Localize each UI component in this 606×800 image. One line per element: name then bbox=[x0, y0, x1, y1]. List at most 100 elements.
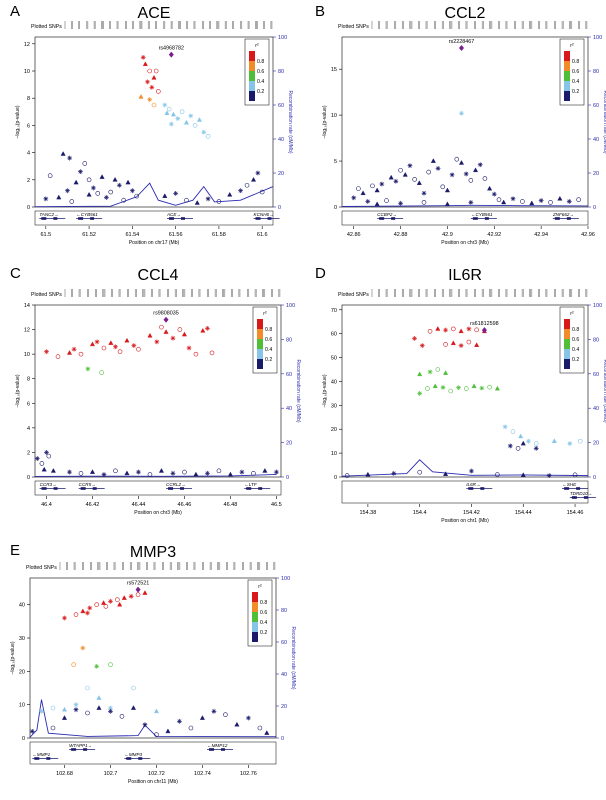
plotted-snps-rug bbox=[371, 21, 588, 29]
snp-point bbox=[251, 471, 256, 476]
gene-exon bbox=[484, 217, 489, 220]
x-tick-label: 154.46 bbox=[567, 510, 584, 516]
panel-letter: D bbox=[315, 265, 326, 282]
snp-point bbox=[85, 710, 90, 716]
snp-point bbox=[201, 129, 207, 135]
legend-title: r² bbox=[258, 584, 262, 590]
snp-point bbox=[99, 370, 104, 375]
x-tick-label: 46.44 bbox=[132, 502, 146, 508]
snp-point-stroke bbox=[479, 386, 484, 391]
snp-point bbox=[136, 469, 141, 475]
snp-point-stroke bbox=[567, 199, 572, 204]
y2-tick-label: 40 bbox=[593, 137, 599, 143]
snp-point bbox=[398, 167, 403, 173]
snp-point-stroke bbox=[450, 172, 455, 177]
snp-point-stroke bbox=[205, 326, 210, 331]
y-tick-label: 6 bbox=[27, 123, 30, 129]
snp-point bbox=[205, 196, 211, 202]
gene-label: ZNF662→ bbox=[552, 212, 574, 217]
snp-point bbox=[156, 89, 161, 94]
gene-exon bbox=[576, 487, 581, 490]
y-tick-label: 30 bbox=[19, 636, 25, 642]
snp-point bbox=[182, 469, 187, 475]
snp-point bbox=[145, 79, 150, 85]
x-tick-label: 46.42 bbox=[86, 502, 100, 508]
y-tick-label: 20 bbox=[331, 427, 337, 433]
y2-tick-label: 20 bbox=[593, 171, 599, 177]
legend-tick: 0.6 bbox=[257, 69, 264, 75]
snp-point bbox=[91, 185, 96, 191]
recombination-line bbox=[34, 473, 277, 477]
snp-point-stroke bbox=[130, 188, 135, 193]
snp-point-stroke bbox=[44, 450, 49, 455]
top-snp-marker bbox=[135, 586, 141, 593]
gene-label: CCBP2→ bbox=[377, 212, 397, 217]
snp-point bbox=[103, 604, 109, 609]
legend-tick: 0.4 bbox=[572, 79, 579, 85]
snp-point-stroke bbox=[173, 191, 178, 196]
snp-point bbox=[43, 196, 49, 202]
x-tick-label: 61.56 bbox=[169, 232, 183, 238]
snp-point bbox=[94, 663, 100, 669]
snp-point bbox=[199, 715, 205, 720]
snp-point-stroke bbox=[44, 349, 49, 354]
y2-tick-label: 100 bbox=[278, 35, 287, 41]
snp-point-stroke bbox=[408, 163, 412, 168]
legend-swatch bbox=[249, 51, 255, 61]
snp-point bbox=[131, 685, 136, 691]
y2-axis-label: Recombination rate (cM/Mb) bbox=[290, 626, 296, 689]
snp-point-stroke bbox=[534, 446, 539, 451]
y-axis-label: −log₁₀(p-value) bbox=[322, 374, 328, 407]
snp-point bbox=[71, 662, 76, 667]
gene-exon bbox=[41, 217, 47, 220]
snp-point bbox=[469, 468, 474, 474]
snp-point-stroke bbox=[35, 456, 40, 461]
legend-swatch bbox=[564, 329, 570, 339]
snp-point bbox=[443, 370, 449, 375]
snp-point bbox=[151, 74, 157, 80]
plot-frame bbox=[341, 36, 589, 208]
snp-point bbox=[168, 121, 174, 127]
snp-point bbox=[391, 471, 397, 476]
x-tick-label: 154.4 bbox=[413, 510, 427, 516]
snp-point-stroke bbox=[478, 162, 483, 167]
snp-point bbox=[510, 429, 516, 434]
snp-point bbox=[520, 199, 525, 204]
plotted-snps-label: Plotted SNPs bbox=[31, 24, 62, 30]
panel-title: IL6R bbox=[448, 267, 482, 284]
snp-point bbox=[344, 473, 350, 478]
snp-point bbox=[82, 161, 88, 166]
snp-point-stroke bbox=[547, 473, 552, 478]
snp-point bbox=[73, 702, 79, 708]
plot-frame bbox=[341, 304, 589, 478]
snp-point-stroke bbox=[393, 179, 398, 184]
snp-point bbox=[566, 199, 572, 204]
x-axis-label: Position on chr1 (Mb) bbox=[441, 518, 489, 524]
legend-tick: 0.2 bbox=[572, 357, 579, 363]
panel-title: CCL2 bbox=[445, 5, 486, 22]
gene-exon bbox=[468, 487, 474, 490]
gene-label: ←MMP12 bbox=[207, 743, 228, 748]
snp-point bbox=[515, 446, 521, 451]
y-tick-label: 40 bbox=[19, 603, 25, 609]
legend-swatch bbox=[252, 612, 258, 622]
y2-tick-label: 0 bbox=[593, 475, 596, 481]
gene-exon bbox=[34, 757, 40, 760]
legend-swatch bbox=[257, 359, 263, 369]
snp-point-stroke bbox=[412, 336, 417, 341]
snp-point-stroke bbox=[459, 343, 464, 348]
snp-point bbox=[466, 326, 472, 332]
y2-tick-label: 100 bbox=[281, 576, 290, 582]
snp-point bbox=[487, 384, 492, 390]
snp-point bbox=[108, 662, 113, 667]
snp-point-stroke bbox=[459, 111, 464, 116]
snp-point bbox=[154, 732, 159, 737]
snp-point bbox=[443, 342, 448, 347]
snp-point bbox=[67, 155, 73, 161]
snp-point-stroke bbox=[508, 444, 513, 448]
gene-exon bbox=[71, 748, 77, 751]
ld-legend: r² 0.8 0.6 0.4 0.2 bbox=[247, 579, 273, 647]
gene-exon bbox=[53, 217, 58, 220]
y2-tick-label: 0 bbox=[278, 205, 281, 211]
snp-point bbox=[73, 179, 79, 185]
